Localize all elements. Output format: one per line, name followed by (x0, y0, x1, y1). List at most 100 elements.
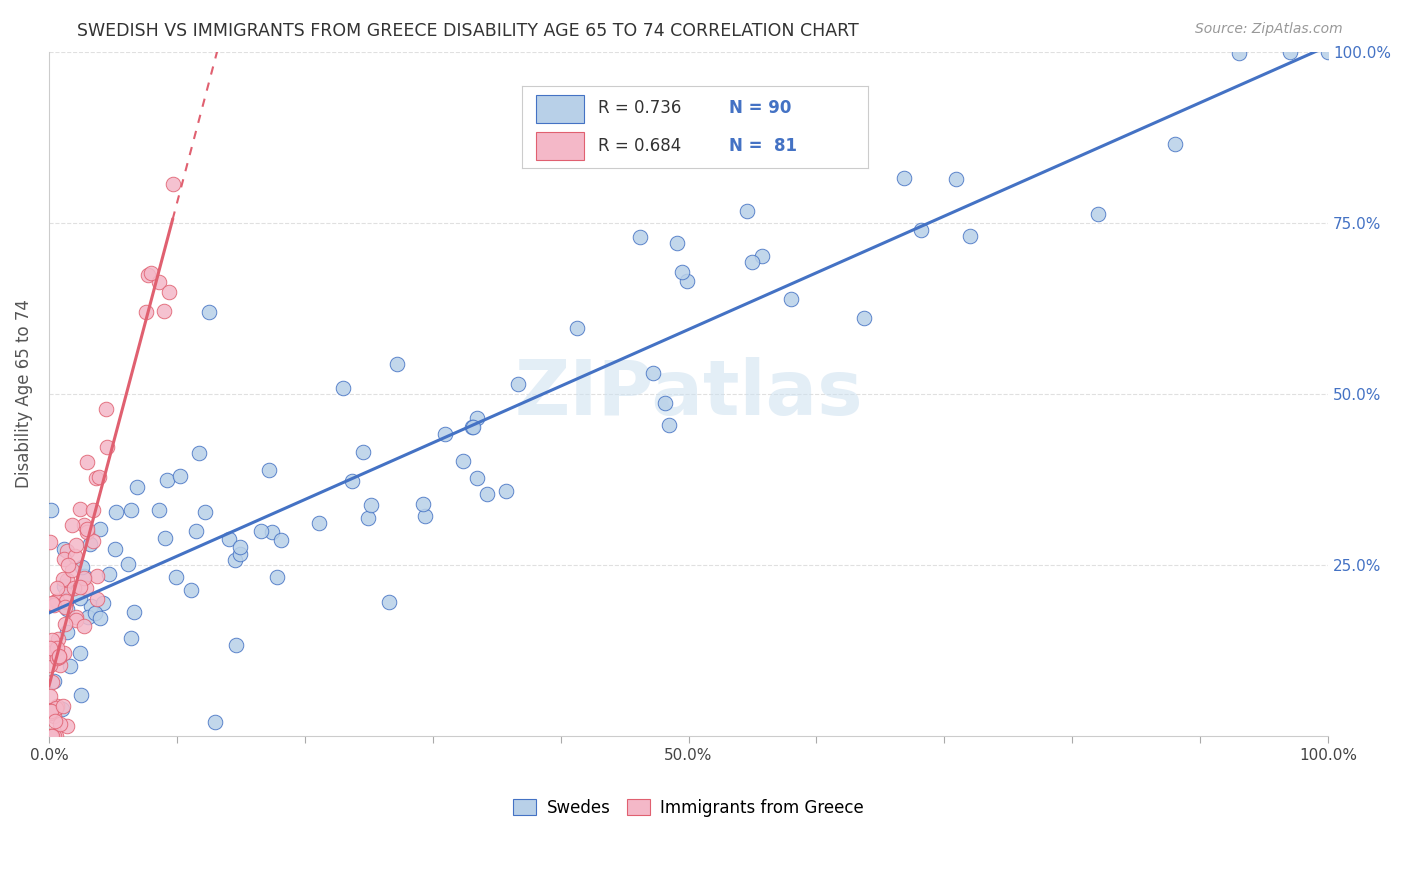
Legend: Swedes, Immigrants from Greece: Swedes, Immigrants from Greece (506, 792, 870, 823)
Point (53, 579, 76, 593)
Point (38, 704, 60, 718)
Point (39, 689, 62, 703)
Point (98, 567, 121, 582)
Point (257, 463, 280, 477)
Point (55, 586, 77, 600)
Point (45, 729, 67, 743)
Point (136, 268, 159, 283)
Point (69, 580, 91, 594)
Point (156, 474, 179, 488)
Point (751, 249, 773, 263)
Point (56, 602, 79, 616)
Point (413, 508, 436, 523)
Point (262, 525, 284, 540)
Point (165, 570, 187, 584)
Point (475, 487, 498, 501)
Point (58, 558, 80, 572)
Point (82, 534, 104, 549)
Point (39, 704, 62, 718)
Point (184, 524, 207, 538)
Point (340, 475, 363, 489)
Point (641, 366, 664, 380)
Point (55, 616, 77, 631)
Point (55, 595, 77, 609)
Point (224, 553, 246, 567)
Point (1278, 45, 1301, 60)
Point (76, 609, 98, 624)
Point (76, 455, 98, 469)
Point (180, 582, 202, 597)
Point (38, 641, 60, 656)
Point (39, 729, 62, 743)
Point (53, 646, 76, 660)
Point (52, 572, 75, 586)
Point (87, 470, 110, 484)
Point (153, 304, 176, 318)
Point (120, 503, 142, 517)
Point (69, 591, 91, 605)
Point (218, 532, 240, 546)
Point (48, 717, 70, 731)
Point (60, 517, 83, 532)
Point (741, 255, 763, 269)
Point (266, 570, 288, 584)
Point (41, 642, 63, 657)
Point (125, 480, 148, 494)
Point (56, 625, 79, 640)
Text: Source: ZipAtlas.com: Source: ZipAtlas.com (1195, 22, 1343, 37)
Point (45, 699, 67, 714)
Point (69, 646, 91, 660)
Point (332, 381, 354, 395)
Point (73, 517, 96, 532)
Point (187, 446, 209, 460)
Point (148, 503, 170, 517)
Point (38, 706, 60, 720)
Point (675, 274, 697, 288)
Point (1317, 45, 1340, 60)
Point (360, 499, 382, 513)
Point (42, 729, 65, 743)
Point (86, 591, 108, 606)
Point (387, 357, 409, 371)
Point (48, 648, 70, 663)
Point (1163, 136, 1185, 151)
Point (122, 605, 145, 619)
Point (73, 569, 96, 583)
Point (665, 236, 688, 251)
Point (44, 714, 66, 728)
Point (910, 223, 932, 237)
Point (86, 471, 108, 485)
Point (104, 542, 127, 557)
Y-axis label: Disability Age 65 to 74: Disability Age 65 to 74 (15, 300, 32, 489)
Point (169, 469, 191, 483)
Point (48, 650, 70, 665)
Point (83, 606, 105, 620)
Point (62, 581, 84, 595)
Point (46, 593, 69, 607)
Point (41, 729, 63, 743)
Point (465, 471, 488, 485)
Point (39, 706, 62, 720)
Point (75, 582, 97, 596)
Point (41, 633, 63, 648)
Point (229, 547, 252, 561)
Point (56, 544, 79, 558)
Point (157, 285, 180, 300)
Point (1087, 206, 1109, 220)
Point (80, 599, 103, 614)
Point (38, 535, 60, 549)
Point (55, 594, 77, 608)
Point (162, 177, 184, 191)
Point (45, 594, 67, 608)
Text: ZIPatlas: ZIPatlas (515, 357, 863, 431)
Point (39, 502, 62, 516)
Point (671, 265, 693, 279)
Point (893, 171, 915, 186)
Point (228, 540, 250, 554)
Point (53, 541, 76, 556)
Point (377, 595, 399, 609)
Point (76, 522, 98, 536)
Point (465, 411, 488, 425)
Point (45, 581, 67, 595)
Point (42, 708, 65, 723)
